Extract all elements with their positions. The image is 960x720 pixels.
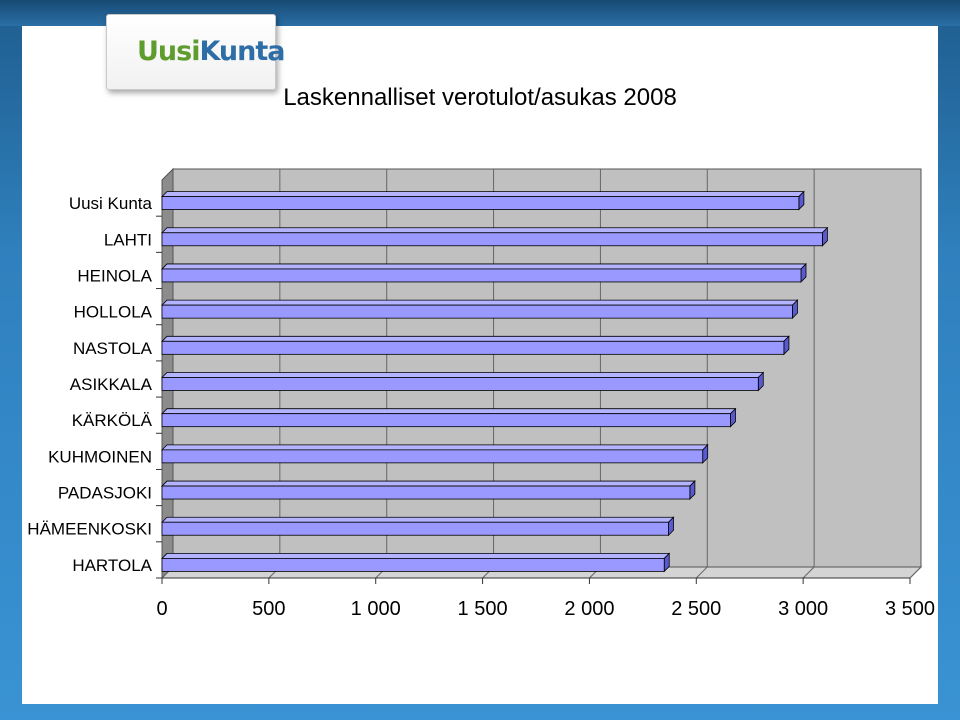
- category-label: HÄMEENKOSKI: [27, 520, 152, 539]
- bar-front-face: [161, 304, 793, 319]
- bar-front-face: [161, 196, 800, 210]
- category-label: KÄRKÖLÄ: [72, 411, 153, 430]
- bar-top-face: [161, 516, 675, 523]
- bar: [161, 226, 829, 247]
- bar-top-face: [161, 444, 709, 451]
- category-label: PADASJOKI: [58, 484, 152, 503]
- category-label: Uusi Kunta: [69, 194, 153, 213]
- bar-front-face: [161, 340, 785, 355]
- bar-front-face: [161, 485, 691, 500]
- floor-gridline: [802, 566, 815, 579]
- category-label: HEINOLA: [77, 266, 152, 285]
- bar: [161, 190, 805, 211]
- bar: [161, 335, 790, 356]
- bar-top-face: [161, 191, 805, 197]
- bar-top-face: [161, 227, 829, 234]
- category-label: HOLLOLA: [74, 303, 153, 322]
- x-tick-label: 1 500: [458, 598, 508, 620]
- bar: [161, 299, 799, 320]
- category-label: ASIKKALA: [70, 375, 153, 394]
- x-tick-label: 3 500: [885, 598, 935, 620]
- bar: [161, 552, 671, 573]
- category-label: NASTOLA: [73, 339, 153, 358]
- category-label: HARTOLA: [72, 556, 152, 575]
- category-label: LAHTI: [104, 230, 152, 249]
- bar-front-face: [161, 268, 802, 283]
- bar-front-face: [161, 558, 665, 572]
- bar: [161, 262, 807, 283]
- bar-top-face: [161, 553, 671, 559]
- bar-top-face: [161, 299, 799, 306]
- floor-gridline: [695, 566, 708, 579]
- bar: [161, 371, 765, 392]
- logo-card: UusiKunta: [106, 14, 286, 90]
- chart-title: Laskennalliset verotulot/asukas 2008: [283, 84, 677, 111]
- logo-part-kunta: Kunta: [199, 36, 285, 67]
- logo-part-uusi: Uusi: [137, 36, 200, 67]
- logo: UusiKunta: [137, 35, 286, 69]
- x-tick-label: 3 000: [778, 598, 828, 620]
- bar: [161, 516, 675, 537]
- bar-top-face: [161, 408, 737, 415]
- bar-top-face: [161, 263, 807, 270]
- x-tick-label: 1 000: [351, 598, 401, 620]
- x-tick-label: 2 000: [564, 598, 614, 620]
- bar-front-face: [161, 449, 704, 464]
- bar-top-face: [161, 480, 696, 487]
- bar: [161, 480, 696, 501]
- bar: [161, 443, 709, 464]
- floor-gridline: [909, 566, 922, 579]
- bar-front-face: [161, 521, 669, 536]
- x-tick-label: 0: [156, 598, 167, 620]
- bar-top-face: [161, 372, 765, 378]
- x-tick-label: 2 500: [671, 598, 721, 620]
- bar: [161, 407, 737, 428]
- bar-front-face: [161, 413, 731, 428]
- category-label: KUHMOINEN: [48, 447, 152, 466]
- x-tick-label: 500: [252, 598, 285, 620]
- bar-front-face: [161, 377, 759, 391]
- bar-top-face: [161, 335, 790, 342]
- bar-front-face: [161, 232, 823, 247]
